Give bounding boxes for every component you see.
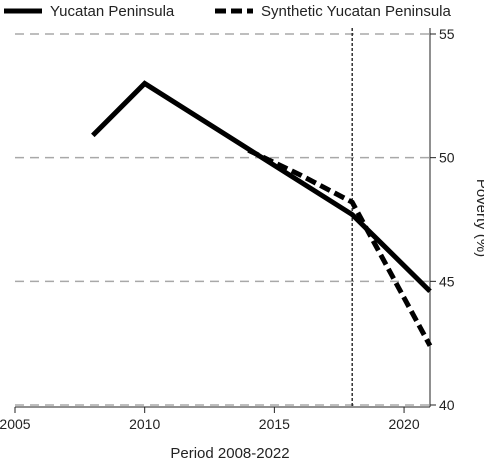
y-tick-label-45: 45 (439, 273, 455, 289)
y-tick-label-40: 40 (439, 397, 455, 413)
x-tick-label-2015: 2015 (259, 416, 290, 432)
y-tick-label-55: 55 (439, 26, 455, 42)
series-line-yucatan (91, 80, 432, 294)
legend: Yucatan Peninsula Synthetic Yucatan Penin… (4, 3, 452, 20)
series-lines (91, 80, 433, 347)
series-line-synthetic-yucatan (247, 147, 433, 347)
x-tick-label-2020: 2020 (388, 416, 419, 432)
x-axis-title: Period 2008-2022 (170, 445, 289, 462)
y-axis: 40 45 50 55 (429, 26, 455, 413)
legend-label-synthetic-yucatan: Synthetic Yucatan Peninsula (261, 3, 452, 20)
x-axis: 2005 2010 2015 2020 (0, 406, 430, 432)
legend-label-yucatan: Yucatan Peninsula (50, 3, 175, 20)
y-axis-title: Poverty (%) (473, 179, 484, 257)
y-tick-label-50: 50 (439, 150, 455, 166)
x-tick-label-2005: 2005 (0, 416, 31, 432)
gridlines (15, 33, 430, 406)
x-tick-label-2010: 2010 (129, 416, 160, 432)
